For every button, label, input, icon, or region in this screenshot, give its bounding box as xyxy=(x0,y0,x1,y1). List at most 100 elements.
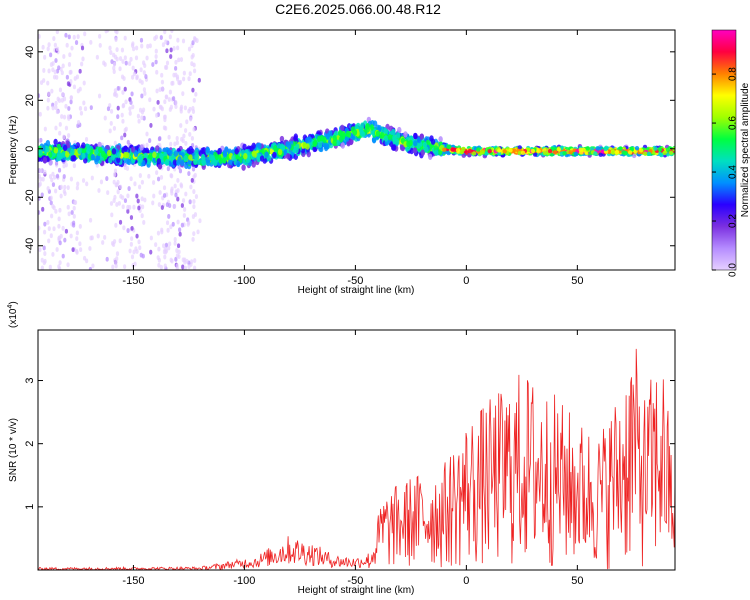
spectral-noise-mark xyxy=(126,208,130,214)
spectral-noise-mark xyxy=(138,245,142,251)
spectral-amplitude-mark xyxy=(375,130,381,137)
y-tick-label: 3 xyxy=(24,377,36,383)
spectral-noise-mark xyxy=(59,193,63,199)
spectral-noise-mark xyxy=(140,43,144,49)
spectral-noise-mark xyxy=(106,190,110,195)
x-tick-label: -100 xyxy=(233,575,255,587)
spectral-noise-mark xyxy=(155,69,159,75)
spectral-amplitude-mark xyxy=(42,156,48,164)
spectral-noise-mark xyxy=(142,70,146,76)
spectral-amplitude-mark xyxy=(205,146,210,154)
spectral-noise-mark xyxy=(69,233,73,239)
spectral-noise-mark xyxy=(43,126,47,132)
spectral-noise-mark xyxy=(167,134,171,140)
spectral-noise-mark xyxy=(169,141,173,147)
spectral-noise-mark xyxy=(188,71,192,77)
spectral-amplitude-mark xyxy=(603,146,608,152)
spectral-noise-mark xyxy=(55,46,60,52)
spectral-noise-mark xyxy=(175,248,179,253)
spectral-noise-mark xyxy=(123,165,127,170)
spectral-amplitude-mark xyxy=(568,150,573,155)
spectral-noise-mark xyxy=(193,172,197,178)
spectral-noise-mark xyxy=(148,43,152,49)
spectral-amplitude-mark xyxy=(325,133,330,140)
snr-x-axis-label: Height of straight line (km) xyxy=(298,585,415,596)
spectral-amplitude-mark xyxy=(201,158,206,165)
spectral-amplitude-mark xyxy=(173,150,179,157)
spectral-noise-mark xyxy=(89,39,93,45)
spectral-noise-mark xyxy=(60,97,64,103)
spectral-noise-mark xyxy=(173,203,177,209)
spectral-amplitude-mark xyxy=(662,150,667,156)
spectral-noise-mark xyxy=(130,74,135,80)
spectral-noise-mark xyxy=(160,79,165,85)
spectral-noise-mark xyxy=(69,79,73,84)
spectral-noise-mark xyxy=(162,125,167,131)
spectral-noise-mark xyxy=(54,125,58,131)
snr-frame xyxy=(37,329,676,571)
spectral-noise-mark xyxy=(169,104,173,110)
spectral-amplitude-mark xyxy=(517,145,522,150)
spectral-noise-mark xyxy=(69,95,73,101)
spectral-noise-mark xyxy=(156,230,161,236)
spectral-amplitude-mark xyxy=(593,151,598,156)
spectral-noise-mark xyxy=(122,225,126,231)
spectral-noise-mark xyxy=(149,249,153,255)
spectral-amplitude-mark xyxy=(420,149,426,156)
spectral-noise-mark xyxy=(127,61,132,66)
spectral-noise-mark xyxy=(165,48,169,54)
spectral-amplitude-mark xyxy=(188,154,193,161)
spectral-noise-mark xyxy=(52,226,56,232)
spectral-amplitude-mark xyxy=(416,142,421,149)
spectral-amplitude-mark xyxy=(442,147,447,152)
spectral-noise-mark xyxy=(174,256,178,262)
spectral-noise-mark xyxy=(43,251,47,256)
y-tick-label: 1 xyxy=(24,504,36,510)
spectral-noise-mark xyxy=(124,99,128,105)
spectral-noise-mark xyxy=(60,92,65,97)
spectral-noise-mark xyxy=(178,227,182,233)
spectral-noise-mark xyxy=(111,264,115,270)
spectral-amplitude-mark xyxy=(438,136,443,143)
spectral-noise-mark xyxy=(187,264,191,269)
spectral-noise-mark xyxy=(126,139,130,145)
spectral-noise-mark xyxy=(51,252,55,257)
spectral-noise-mark xyxy=(85,258,89,264)
spectral-amplitude-mark xyxy=(86,147,91,155)
y-tick-label: -40 xyxy=(24,238,36,254)
spectral-amplitude-mark xyxy=(228,158,233,166)
spectral-amplitude-mark xyxy=(508,148,513,153)
spectral-noise-mark xyxy=(176,196,180,202)
spectral-noise-mark xyxy=(130,91,134,97)
spectral-amplitude-mark xyxy=(251,150,257,157)
spectral-amplitude-mark xyxy=(352,129,358,136)
spectral-noise-mark xyxy=(192,199,196,204)
spectral-noise-mark xyxy=(67,34,71,40)
spectral-noise-mark xyxy=(151,180,156,185)
spectral-noise-mark xyxy=(52,36,56,41)
spectral-noise-mark xyxy=(83,31,87,37)
spectral-noise-mark xyxy=(157,202,161,207)
spectral-noise-mark xyxy=(162,243,166,249)
spectral-noise-mark xyxy=(143,197,147,203)
spectral-amplitude-mark xyxy=(461,153,466,158)
spectral-noise-mark xyxy=(40,265,44,270)
spectral-amplitude-mark xyxy=(530,148,536,154)
spectral-noise-mark xyxy=(47,226,51,232)
spectral-noise-mark xyxy=(141,204,145,210)
spectral-noise-mark xyxy=(184,141,188,146)
spectral-amplitude-mark xyxy=(502,149,507,154)
spectral-noise-mark xyxy=(126,204,130,210)
spectral-noise-mark xyxy=(190,259,194,265)
spectral-noise-mark xyxy=(78,68,82,74)
spectral-noise-mark xyxy=(126,193,130,199)
spectral-noise-mark xyxy=(129,215,134,220)
spectral-noise-mark xyxy=(172,96,176,101)
spectral-noise-mark xyxy=(78,86,82,92)
spectral-amplitude-mark xyxy=(53,138,58,146)
spectral-noise-mark xyxy=(112,179,116,185)
spectral-noise-mark xyxy=(102,60,106,66)
spectrogram-y-ticks: -40 -20 0 20 40 xyxy=(24,46,675,254)
spectral-noise-mark xyxy=(133,181,137,187)
y-tick-label: -20 xyxy=(24,189,36,205)
